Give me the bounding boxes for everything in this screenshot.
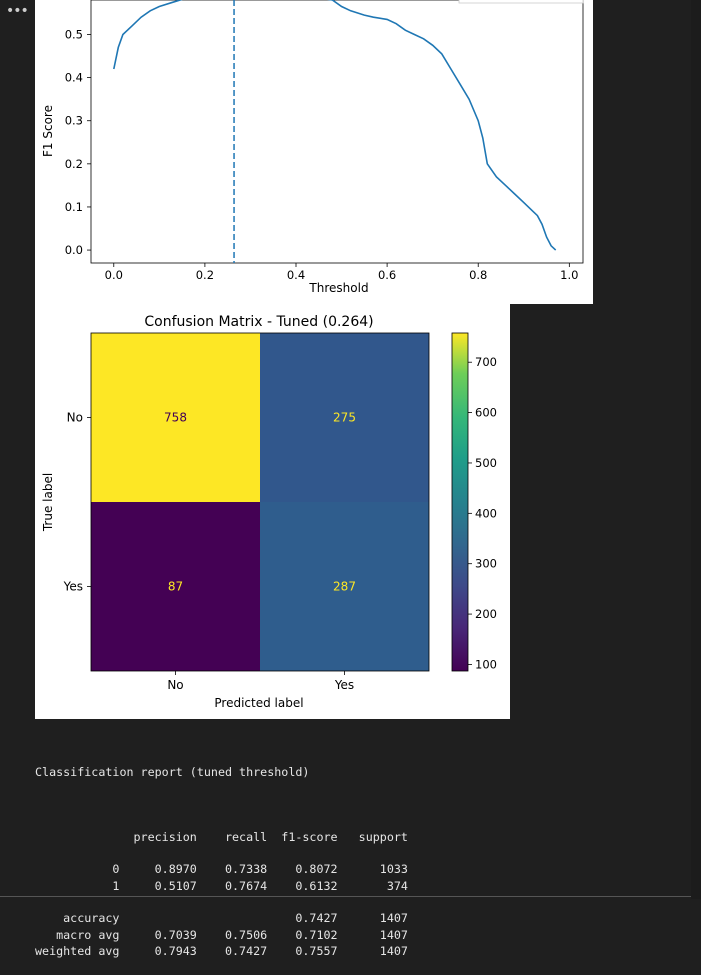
legend-box xyxy=(458,0,584,4)
report-line: 1 0.5107 0.7674 0.6132 374 xyxy=(35,878,408,893)
report-line: precision recall f1-score support xyxy=(35,829,408,844)
colorbar-tick-label: 100 xyxy=(475,657,497,671)
ellipsis-icon[interactable]: ••• xyxy=(6,3,29,19)
cm-cell xyxy=(260,333,429,502)
cm-cell-value: 758 xyxy=(164,411,187,425)
f1-xtick-label: 1.0 xyxy=(560,268,578,282)
report-line xyxy=(35,812,408,828)
f1-ytick-label: 0.1 xyxy=(65,200,83,214)
cm-cell-value: 87 xyxy=(168,580,183,594)
f1-xtick-label: 0.6 xyxy=(378,268,396,282)
f1-ytick-label: 0.2 xyxy=(65,157,83,171)
report-table: precision recall f1-score support 0 0.89… xyxy=(35,812,408,959)
f1-curve xyxy=(113,0,557,251)
f1-xtick-label: 0.2 xyxy=(196,268,214,282)
colorbar-tick-label: 300 xyxy=(475,557,497,571)
colorbar-tick-label: 500 xyxy=(475,456,497,470)
cm-cell xyxy=(91,502,260,671)
cm-chart-svg: Confusion Matrix - Tuned (0.264) 758 275 8… xyxy=(41,314,497,710)
cm-title: Confusion Matrix - Tuned (0.264) xyxy=(144,314,373,330)
cm-frame xyxy=(90,332,430,672)
report-line: 0 0.8970 0.7338 0.8072 1033 xyxy=(35,862,408,877)
cell-divider xyxy=(0,896,691,897)
report-title: Classification report (tuned threshold) xyxy=(35,764,310,779)
cm-cell-value: 275 xyxy=(333,411,356,425)
colorbar-tick-label: 400 xyxy=(475,506,497,520)
f1-ytick-label: 0.3 xyxy=(65,114,83,128)
f1-chart-svg: 0.0 0.1 0.2 0.3 0.4 0.5 0.0 0.2 0.4 0.6 0.8 1.0 Th… xyxy=(41,0,584,295)
right-scrollbar[interactable] xyxy=(691,0,701,899)
f1-threshold-chart: 0.0 0.1 0.2 0.3 0.4 0.5 0.0 0.2 0.4 0.6 0.8 1.0 Th… xyxy=(35,0,593,304)
cm-xlabel: Predicted label xyxy=(214,696,303,710)
cm-cell xyxy=(91,333,260,502)
cm-cell-value: 287 xyxy=(333,580,356,594)
classification-report: Classification report (tuned threshold) … xyxy=(35,731,408,975)
colorbar-tick-label: 700 xyxy=(475,355,497,369)
cm-col-label: No xyxy=(167,678,183,692)
f1-xtick-label: 0.8 xyxy=(469,268,487,282)
f1-xlabel: Threshold xyxy=(308,281,368,295)
f1-ytick-label: 0.0 xyxy=(65,243,83,257)
confusion-matrix-chart: Confusion Matrix - Tuned (0.264) 758 275 8… xyxy=(35,300,510,719)
f1-plot-frame xyxy=(90,0,584,264)
f1-xtick-label: 0.0 xyxy=(105,268,123,282)
report-line: accuracy 0.7427 1407 xyxy=(35,911,408,926)
cm-row-label: No xyxy=(67,411,83,425)
colorbar-tick-label: 600 xyxy=(475,406,497,420)
f1-ytick-label: 0.4 xyxy=(65,71,83,85)
report-line: macro avg 0.7039 0.7506 0.7102 1407 xyxy=(35,927,408,942)
colorbar xyxy=(451,332,469,672)
colorbar-tick-label: 200 xyxy=(475,607,497,621)
f1-ylabel: F1 Score xyxy=(41,105,55,157)
f1-xtick-label: 0.4 xyxy=(287,268,305,282)
report-line: weighted avg 0.7943 0.7427 0.7557 1407 xyxy=(35,943,408,958)
cm-cell xyxy=(260,502,429,671)
cm-ylabel: True label xyxy=(41,473,55,532)
cm-col-label: Yes xyxy=(334,678,354,692)
f1-ytick-label: 0.5 xyxy=(65,27,83,41)
cm-row-label: Yes xyxy=(63,580,83,594)
report-line xyxy=(35,845,408,861)
